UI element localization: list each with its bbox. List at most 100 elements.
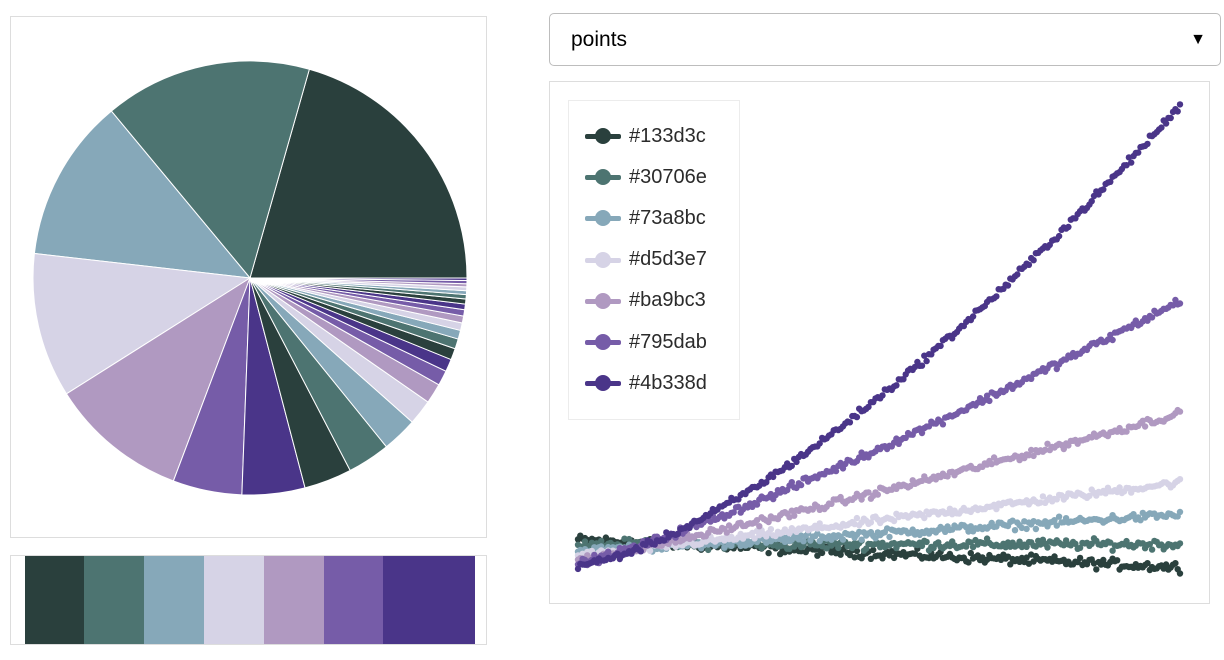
scatter-point bbox=[1088, 540, 1095, 547]
legend-marker-icon bbox=[585, 121, 621, 151]
scatter-point bbox=[1016, 538, 1023, 545]
scatter-point bbox=[1135, 149, 1142, 156]
scatter-point bbox=[1148, 314, 1156, 321]
scatter-point bbox=[1176, 508, 1184, 516]
scatter-point bbox=[1162, 561, 1170, 568]
scatter-point bbox=[1128, 159, 1135, 166]
scatter-point bbox=[1076, 554, 1084, 562]
legend-label: #133d3c bbox=[629, 124, 706, 147]
scatter-point bbox=[858, 496, 865, 503]
pie-slice bbox=[65, 276, 251, 482]
scatter-point bbox=[872, 535, 879, 542]
scatter-point bbox=[1123, 537, 1130, 545]
scatter-point bbox=[918, 362, 926, 369]
scatter-point bbox=[925, 554, 933, 562]
scatter-point bbox=[1176, 408, 1184, 415]
scatter-point bbox=[574, 565, 582, 573]
scatter-point bbox=[969, 313, 977, 320]
scatter-point bbox=[797, 481, 805, 489]
legend-marker-icon bbox=[585, 245, 621, 275]
scatter-point bbox=[1023, 554, 1030, 561]
legend-marker-icon bbox=[585, 162, 621, 192]
scatter-point bbox=[939, 421, 947, 428]
pie-chart-panel bbox=[10, 16, 487, 538]
plot-type-select-value: points bbox=[571, 27, 628, 51]
scatter-point bbox=[867, 519, 875, 526]
scatter-point bbox=[1051, 517, 1058, 524]
scatter-point bbox=[721, 544, 728, 551]
legend-label: #795dab bbox=[629, 330, 707, 353]
scatter-point bbox=[1060, 445, 1067, 453]
scatter-point bbox=[818, 549, 826, 557]
scatter-point bbox=[909, 526, 916, 533]
scatter-point bbox=[753, 517, 761, 524]
pie-slice bbox=[32, 252, 252, 395]
scatter-point bbox=[788, 462, 795, 470]
scatter-point bbox=[814, 525, 821, 532]
scatter-point bbox=[1011, 527, 1019, 534]
scatter-point bbox=[853, 514, 861, 522]
scatter-point bbox=[900, 376, 907, 383]
pie-slice bbox=[249, 68, 468, 279]
scatter-point bbox=[1093, 566, 1100, 573]
scatter-point bbox=[770, 473, 777, 481]
scatter-point bbox=[963, 543, 970, 550]
legend-item: #73a8bc bbox=[585, 203, 706, 233]
scatter-point bbox=[1025, 452, 1033, 459]
scatter-point bbox=[581, 538, 589, 545]
palette-swatch-strip bbox=[25, 556, 475, 644]
scatter-point bbox=[800, 542, 807, 549]
scatter-point bbox=[1174, 108, 1181, 115]
scatter-point bbox=[1088, 198, 1095, 205]
scatter-point bbox=[839, 536, 847, 543]
scatter-point bbox=[1114, 557, 1121, 564]
scatter-point bbox=[705, 546, 712, 554]
scatter-point bbox=[763, 479, 770, 486]
scatter-point bbox=[890, 517, 898, 525]
scatter-point bbox=[786, 530, 793, 537]
scatter-point bbox=[1146, 541, 1153, 548]
scatter-point bbox=[835, 544, 842, 552]
caret-down-icon: ▼ bbox=[1190, 30, 1206, 48]
scatter-point bbox=[625, 535, 633, 543]
scatter-point bbox=[823, 545, 830, 552]
scatter-point bbox=[660, 537, 668, 544]
scatter-point bbox=[1158, 124, 1165, 131]
scatter-point bbox=[837, 551, 844, 558]
plot-type-select[interactable]: points ▼ bbox=[549, 13, 1221, 66]
legend-item: #795dab bbox=[585, 327, 707, 357]
scatter-point bbox=[1037, 541, 1044, 548]
scatter-point bbox=[1109, 336, 1116, 344]
scatter-point bbox=[1072, 540, 1079, 547]
scatter-point bbox=[797, 532, 805, 539]
scatter-point bbox=[858, 536, 865, 543]
palette-swatch bbox=[25, 556, 84, 644]
scatter-point bbox=[1007, 561, 1014, 568]
scatter-point bbox=[788, 507, 795, 514]
scatter-point bbox=[879, 392, 886, 399]
palette-swatch bbox=[84, 556, 144, 644]
pie-slice bbox=[33, 110, 252, 279]
palette-swatch bbox=[324, 556, 383, 644]
scatter-point bbox=[1030, 257, 1037, 264]
scatter-point bbox=[1025, 261, 1033, 268]
scatter-point bbox=[637, 548, 644, 555]
scatter-point bbox=[1055, 232, 1063, 240]
legend-marker-icon bbox=[585, 203, 621, 233]
scatter-point bbox=[1086, 492, 1093, 499]
scatter-point bbox=[814, 552, 821, 559]
scatter-point bbox=[816, 440, 823, 447]
scatter-point bbox=[1004, 282, 1012, 289]
scatter-point bbox=[598, 537, 605, 545]
legend-label: #73a8bc bbox=[629, 206, 706, 229]
scatter-point bbox=[923, 538, 930, 546]
scatter-point bbox=[1123, 162, 1130, 169]
scatter-point bbox=[816, 537, 823, 545]
scatter-point bbox=[1065, 223, 1072, 231]
scatter-point bbox=[788, 479, 795, 486]
legend-marker-icon bbox=[585, 327, 621, 357]
scatter-point bbox=[1132, 317, 1139, 324]
scatter-point bbox=[1141, 423, 1149, 430]
scatter-point bbox=[793, 458, 800, 466]
scatter-point bbox=[1042, 446, 1049, 453]
